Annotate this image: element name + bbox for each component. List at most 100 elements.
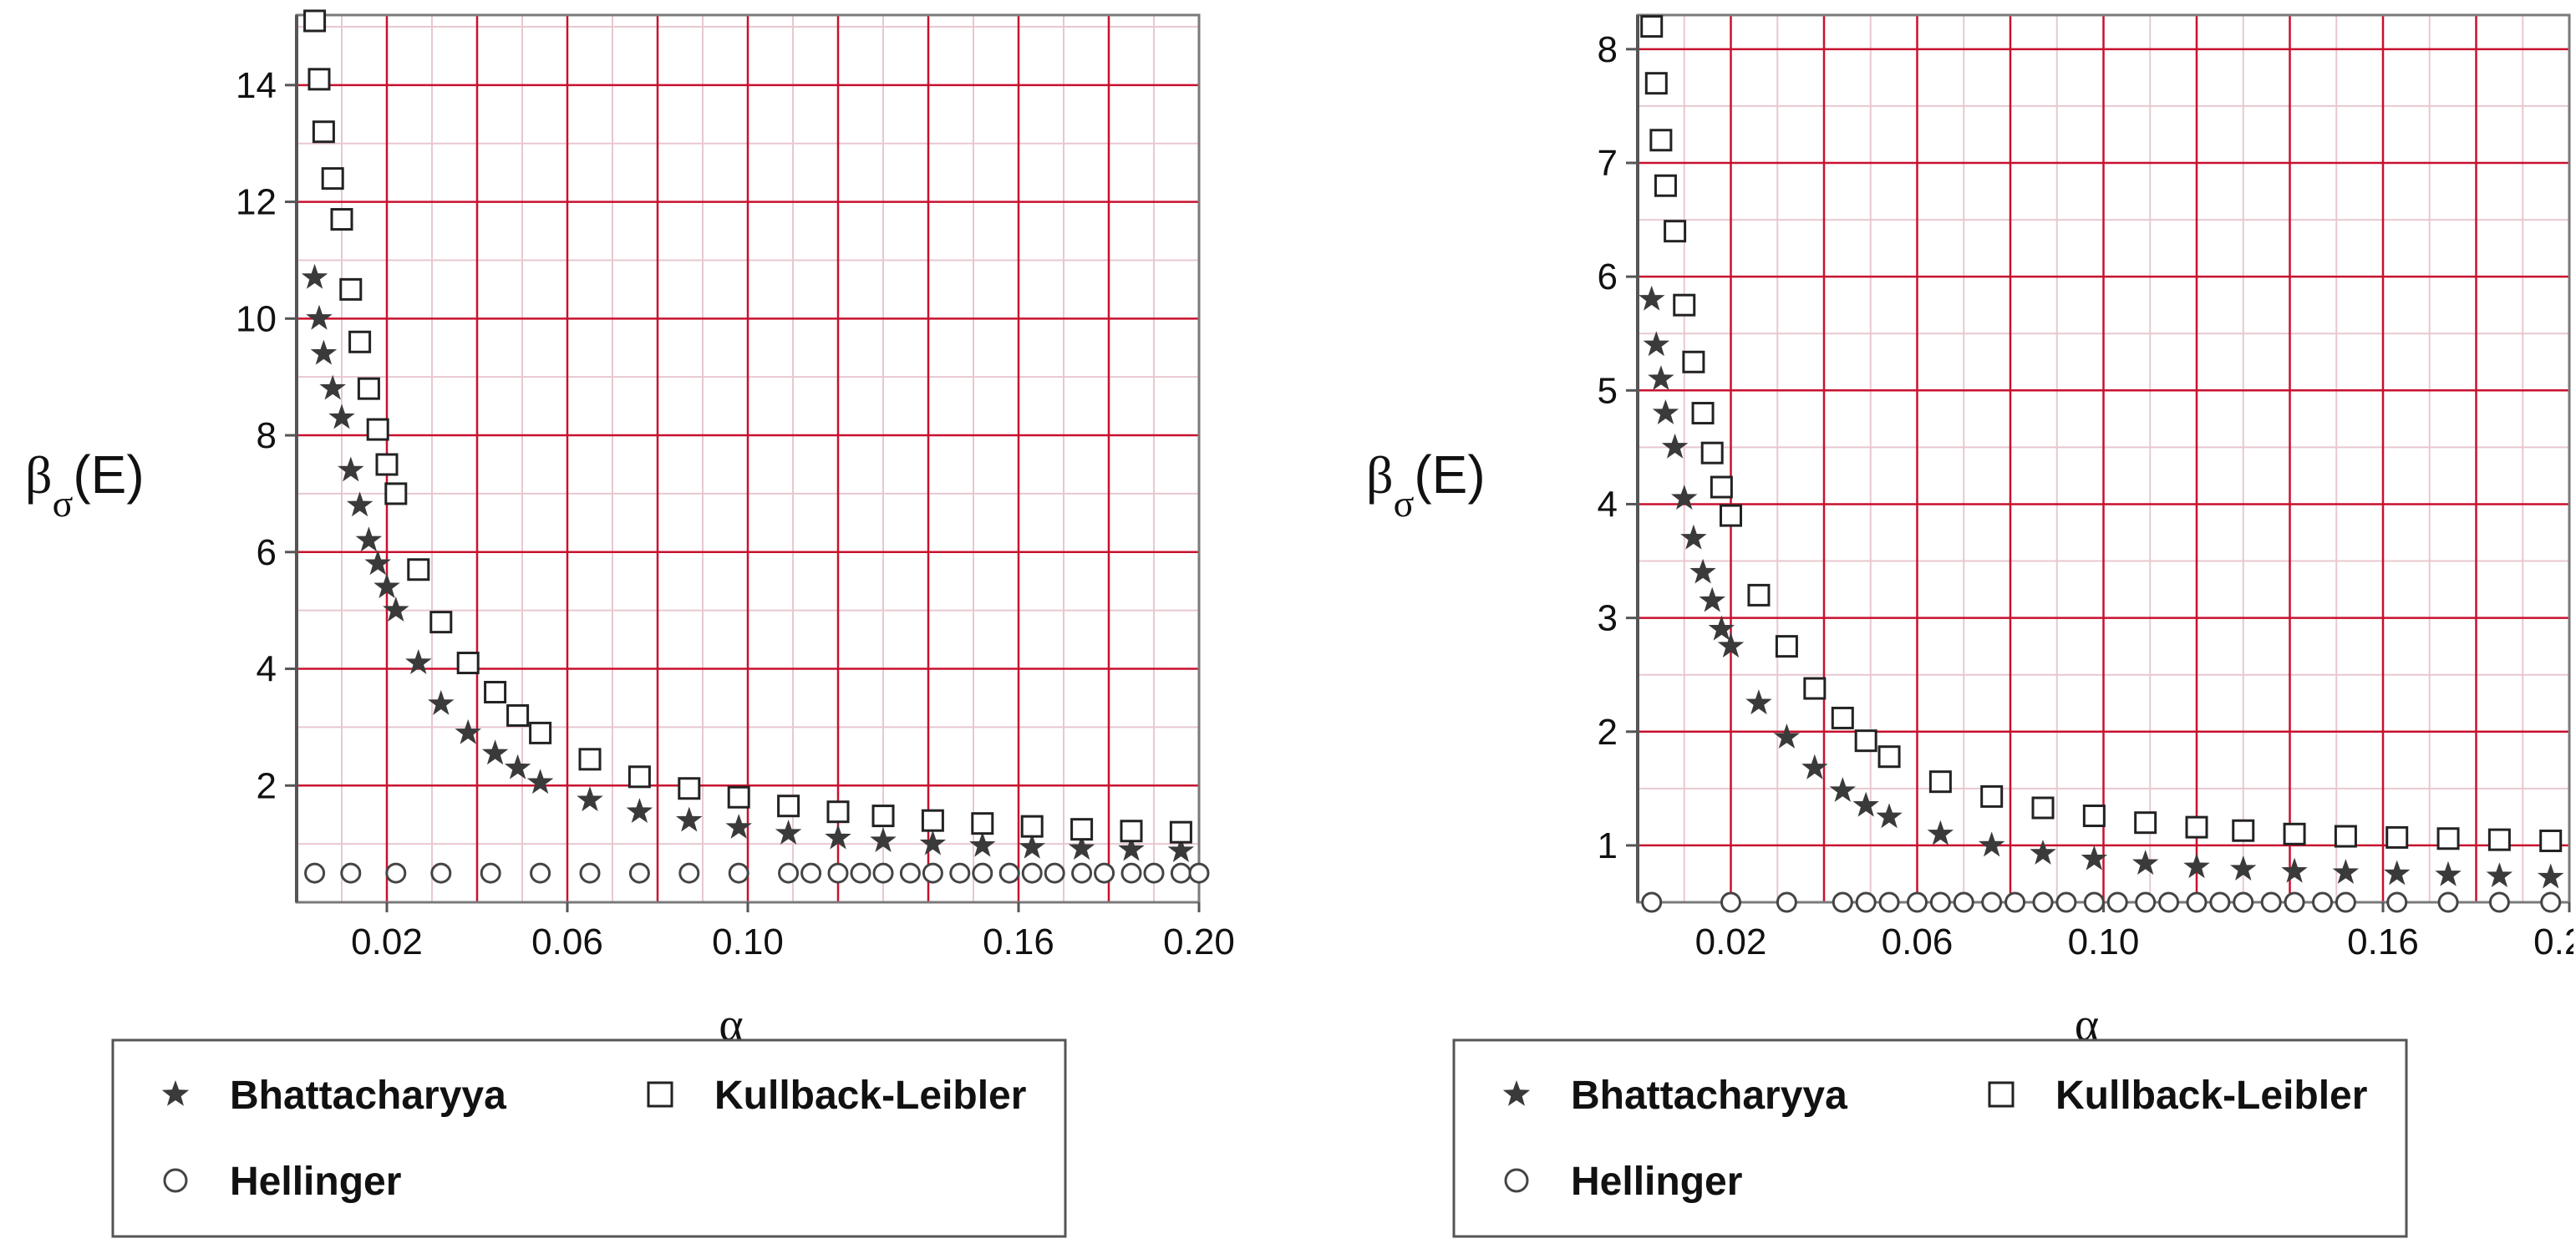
point-kullback-leibler [1649,129,1673,152]
point-bhattacharyya [1639,285,1665,311]
point-bhattacharyya [1978,831,2005,857]
legend-label: Bhattacharyya [230,1074,506,1118]
point-kullback-leibler [727,785,750,809]
point-hellinger [2386,891,2408,913]
point-kullback-leibler [871,805,895,828]
point-bhattacharyya [2183,853,2210,879]
point-kullback-leibler [375,453,399,476]
x-tick-label: 0.10 [2068,921,2140,962]
point-hellinger [1855,891,1877,913]
point-hellinger [899,862,921,884]
point-hellinger [2312,891,2334,913]
point-bhattacharyya [2131,850,2159,876]
point-hellinger [1953,891,1974,913]
y-axis-label: βσ(E) [25,444,145,525]
legend-label: Kullback-Leibler [714,1074,1026,1118]
point-kullback-leibler [312,120,335,144]
point-kullback-leibler [1700,441,1724,465]
legend-label: Kullback-Leibler [2055,1074,2367,1118]
point-kullback-leibler [330,208,353,231]
point-bhattacharyya [355,526,383,552]
point-hellinger [998,862,1020,884]
legend-label: Bhattacharyya [1571,1074,1847,1118]
point-bhattacharyya [1773,723,1801,749]
point-bhattacharyya [1019,833,1045,859]
point-bhattacharyya [1708,615,1735,641]
point-bhattacharyya [2486,862,2513,888]
point-hellinger [728,862,749,884]
point-bhattacharyya [626,798,653,824]
y-tick-label: 4 [1598,484,1618,525]
point-bhattacharyya [2435,861,2462,886]
point-hellinger [1120,862,1142,884]
point-kullback-leibler [2031,796,2055,820]
point-kullback-leibler [1691,402,1715,425]
point-kullback-leibler [407,558,430,581]
point-kullback-leibler [339,277,363,301]
point-hellinger [678,862,700,884]
y-tick-label: 3 [1598,598,1618,639]
point-kullback-leibler [1928,770,1952,794]
point-kullback-leibler [1854,729,1877,753]
point-bhattacharyya [455,718,481,744]
point-kullback-leibler [578,748,602,771]
point-kullback-leibler [1070,818,1094,841]
point-hellinger [2335,891,2356,913]
point-kullback-leibler [1644,72,1668,95]
point-kullback-leibler [1169,820,1192,844]
point-bhattacharyya [364,550,391,576]
point-kullback-leibler [1120,820,1143,843]
chart-right: 123456780.020.060.100.160.20αβσ(E)Bhatta… [1366,13,2573,1238]
point-kullback-leibler [2232,819,2255,842]
point-kullback-leibler [1775,635,1798,658]
x-tick-label: 0.10 [712,921,784,962]
point-bhattacharyya [825,824,851,850]
point-bhattacharyya [577,786,603,812]
point-kullback-leibler [366,418,389,441]
point-kullback-leibler [321,167,344,190]
point-bhattacharyya [310,339,338,365]
point-hellinger [2209,891,2231,913]
y-tick-label: 10 [236,298,277,339]
point-kullback-leibler [1664,220,1687,243]
point-bhattacharyya [1852,791,1879,817]
y-tick-label: 4 [257,649,277,690]
legend-marker-square-icon [647,1081,673,1108]
point-hellinger [2488,891,2510,913]
point-bhattacharyya [306,304,333,330]
point-bhattacharyya [725,814,752,839]
point-hellinger [1170,862,1191,884]
point-kullback-leibler [2385,825,2409,849]
point-bhattacharyya [383,597,409,622]
point-kullback-leibler [1831,706,1854,729]
x-tick-label: 0.06 [531,921,603,962]
point-bhattacharyya [328,404,355,429]
point-bhattacharyya [338,456,364,482]
point-hellinger [2186,891,2208,913]
point-bhattacharyya [969,831,996,857]
point-hellinger [1907,891,1928,913]
point-bhattacharyya [1643,331,1670,357]
legend-marker-circle-icon [1504,1168,1529,1193]
point-kullback-leibler [529,721,552,744]
x-tick-label: 0.20 [1163,921,1235,962]
y-tick-label: 5 [1598,370,1618,411]
point-kullback-leibler [678,777,701,800]
point-bhattacharyya [919,830,947,855]
point-bhattacharyya [1699,586,1725,612]
point-hellinger [430,862,452,884]
point-hellinger [949,862,971,884]
point-hellinger [2540,891,2562,913]
point-bhattacharyya [2230,855,2257,881]
point-kullback-leibler [777,795,800,818]
point-kullback-leibler [2082,805,2106,828]
point-kullback-leibler [1980,784,2004,808]
point-bhattacharyya [1068,835,1095,861]
point-bhattacharyya [1927,820,1954,845]
point-kullback-leibler [1682,350,1705,373]
point-kullback-leibler [2436,827,2460,850]
point-hellinger [2083,891,2105,913]
y-tick-label: 1 [1598,825,1618,866]
point-kullback-leibler [1020,815,1044,838]
point-hellinger [530,862,551,884]
